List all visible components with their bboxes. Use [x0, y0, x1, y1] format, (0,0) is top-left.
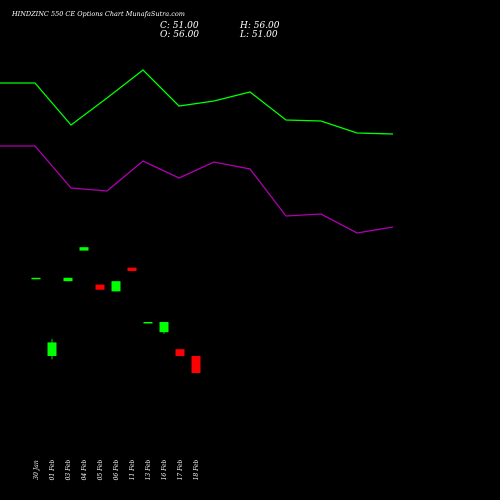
candle-body: [31, 277, 41, 280]
x-tick-label: 11 Feb: [129, 459, 136, 480]
readout-open: O: 56.00: [160, 30, 199, 40]
x-tick-label: 03 Feb: [65, 459, 72, 480]
candle-body: [63, 277, 73, 282]
x-tick-label: 16 Feb: [161, 459, 168, 480]
candle-body: [47, 342, 57, 356]
candle-body: [127, 267, 137, 271]
x-tick-label: 18 Feb: [193, 459, 200, 480]
x-tick-label: 30 Jan: [33, 460, 40, 480]
x-tick-label: 05 Feb: [97, 459, 104, 480]
candles: [31, 247, 201, 373]
lower-indicator-line: [0, 145, 394, 234]
candle-body: [79, 247, 89, 251]
x-tick-label: 06 Feb: [113, 459, 120, 480]
readout-close: C: 51.00: [160, 21, 199, 31]
candle-body: [143, 322, 153, 324]
readout-high: H: 56.00: [239, 21, 280, 31]
candle-body: [159, 322, 169, 333]
candle-body: [191, 356, 201, 373]
x-tick-label: 13 Feb: [145, 459, 152, 480]
x-axis-labels: 30 Jan 01 Feb 03 Feb 04 Feb 05 Feb 06 Feb 11 F…: [33, 459, 200, 480]
candle-body: [111, 281, 121, 292]
x-tick-label: 17 Feb: [177, 459, 184, 480]
readout-low: L: 51.00: [239, 30, 278, 40]
indicator-lines: [0, 69, 394, 234]
candle-body: [175, 349, 185, 356]
candle-body: [95, 284, 105, 290]
chart-title: HINDZINC 550 CE Options Chart MunafaSutr…: [11, 10, 185, 18]
upper-indicator-line: [0, 69, 394, 135]
x-tick-label: 04 Feb: [81, 459, 88, 480]
x-tick-label: 01 Feb: [49, 459, 56, 480]
